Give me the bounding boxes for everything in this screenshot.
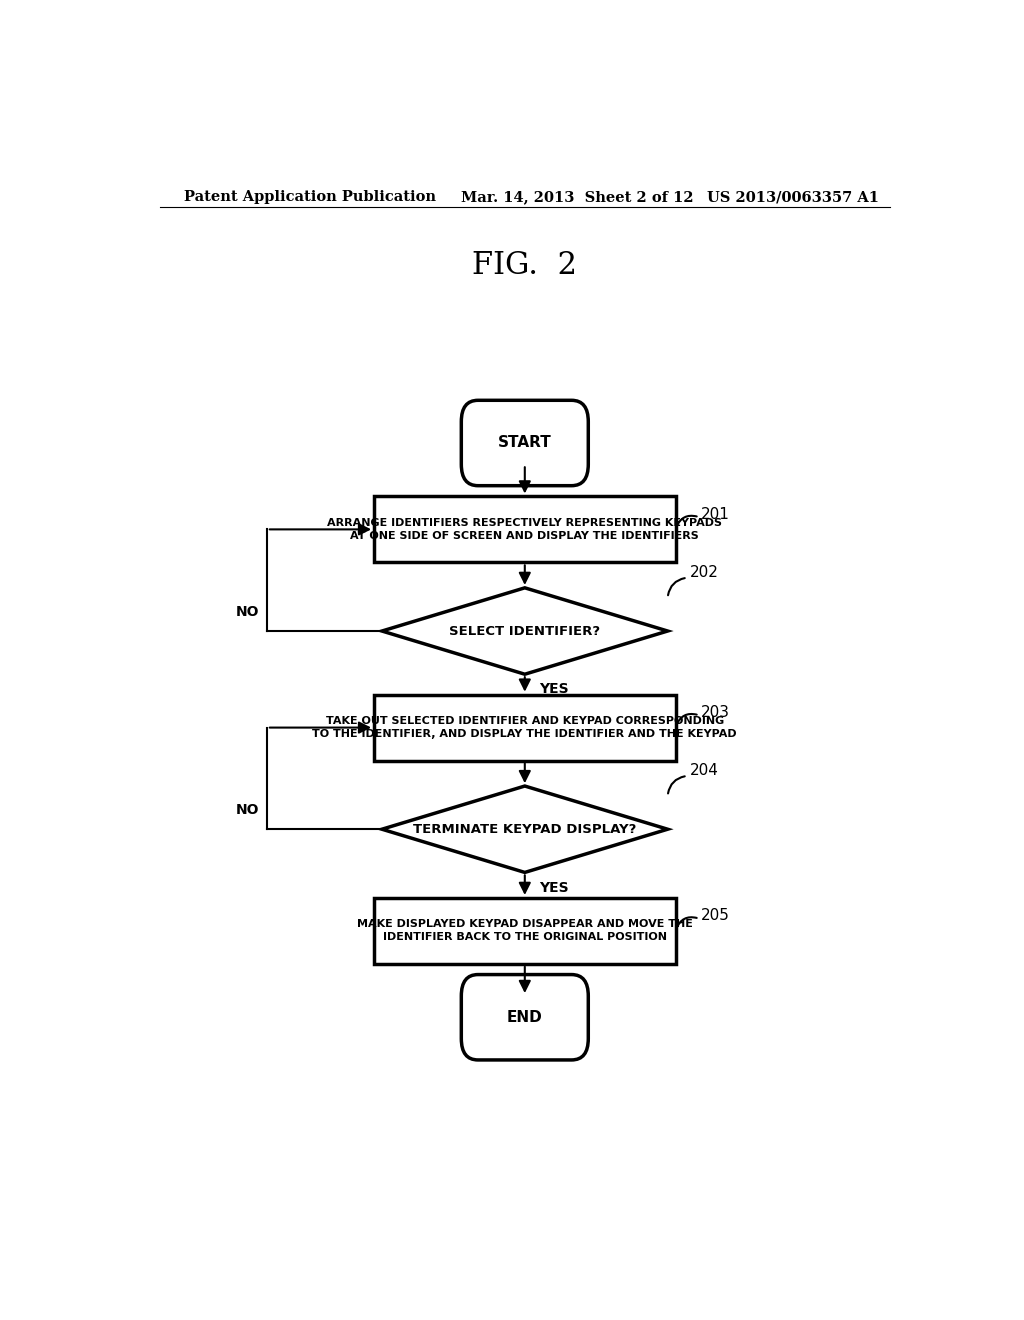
Text: 202: 202 [690, 565, 719, 579]
Text: SELECT IDENTIFIER?: SELECT IDENTIFIER? [450, 624, 600, 638]
Text: TAKE OUT SELECTED IDENTIFIER AND KEYPAD CORRESPONDING
TO THE IDENTIFIER, AND DIS: TAKE OUT SELECTED IDENTIFIER AND KEYPAD … [312, 715, 737, 739]
Text: MAKE DISPLAYED KEYPAD DISAPPEAR AND MOVE THE
IDENTIFIER BACK TO THE ORIGINAL POS: MAKE DISPLAYED KEYPAD DISAPPEAR AND MOVE… [356, 919, 693, 942]
Text: Mar. 14, 2013  Sheet 2 of 12: Mar. 14, 2013 Sheet 2 of 12 [461, 190, 694, 205]
Text: YES: YES [539, 682, 568, 697]
Polygon shape [382, 785, 668, 873]
Text: NO: NO [236, 803, 259, 817]
FancyBboxPatch shape [461, 400, 588, 486]
FancyBboxPatch shape [461, 974, 588, 1060]
Text: US 2013/0063357 A1: US 2013/0063357 A1 [708, 190, 880, 205]
Text: TERMINATE KEYPAD DISPLAY?: TERMINATE KEYPAD DISPLAY? [413, 822, 637, 836]
Text: NO: NO [236, 605, 259, 619]
Text: START: START [498, 436, 552, 450]
Bar [374, 898, 676, 964]
Text: YES: YES [539, 880, 568, 895]
Text: 201: 201 [701, 507, 730, 521]
Text: ARRANGE IDENTIFIERS RESPECTIVELY REPRESENTING KEYPADS
AT ONE SIDE OF SCREEN AND : ARRANGE IDENTIFIERS RESPECTIVELY REPRESE… [328, 517, 722, 541]
Bar [374, 694, 676, 760]
Text: 204: 204 [690, 763, 719, 779]
Text: END: END [507, 1010, 543, 1024]
Bar [374, 496, 676, 562]
Text: FIG.  2: FIG. 2 [472, 249, 578, 281]
Text: 205: 205 [701, 908, 730, 923]
Polygon shape [382, 587, 668, 675]
Text: Patent Application Publication: Patent Application Publication [183, 190, 435, 205]
Text: 203: 203 [701, 705, 730, 719]
